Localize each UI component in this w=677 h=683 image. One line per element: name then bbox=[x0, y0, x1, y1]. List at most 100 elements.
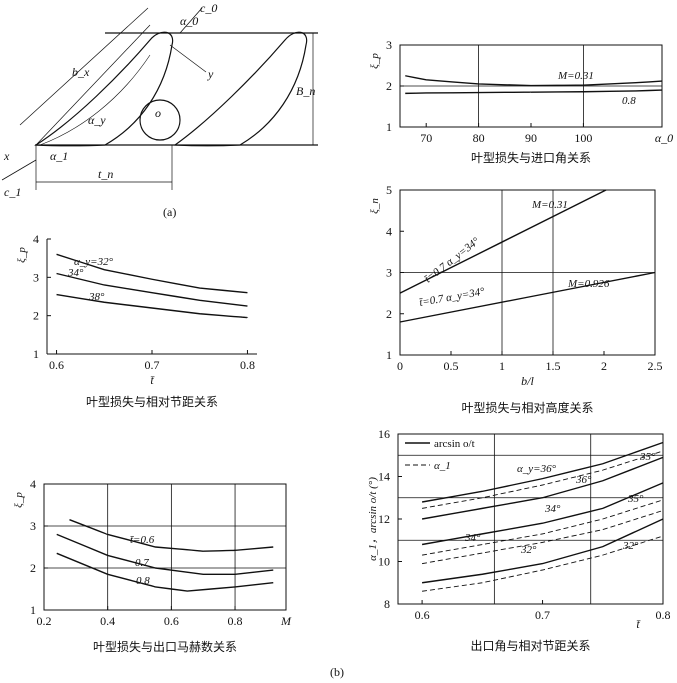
subfigure-a-label: (a) bbox=[163, 205, 176, 219]
legend-label: α_1 bbox=[434, 460, 451, 472]
x-tick-label: 1.5 bbox=[546, 359, 561, 373]
figure-label: (b) bbox=[330, 665, 344, 679]
x-tick-label: 0.8 bbox=[240, 358, 255, 372]
x-tick-label: 0.6 bbox=[49, 358, 64, 372]
y-tick-label: 14 bbox=[378, 470, 390, 484]
y-axis-label: α_1，arcsin o/t (°) bbox=[367, 477, 379, 561]
chart-caption: 叶型损失与相对节距关系 bbox=[86, 394, 218, 409]
y-tick-label: 4 bbox=[30, 477, 36, 491]
label-c1: c_1 bbox=[4, 185, 21, 199]
label-bn: B_n bbox=[296, 84, 315, 98]
chord-line bbox=[35, 24, 151, 146]
x-tick-label: 2 bbox=[601, 359, 607, 373]
label-alpha0: α_0 bbox=[180, 14, 198, 28]
y-tick-label: 1 bbox=[386, 348, 392, 362]
y-tick-label: 2 bbox=[33, 309, 39, 323]
x-tick-label: 0.8 bbox=[228, 614, 243, 628]
series-label: t̄=0.6 bbox=[130, 534, 155, 546]
chart-caption: 叶型损失与出口马赫数关系 bbox=[93, 639, 237, 654]
blade-1-inner bbox=[39, 54, 151, 146]
x-tick-label: 90 bbox=[525, 131, 537, 145]
chart-caption: 叶型损失与相对高度关系 bbox=[461, 400, 593, 415]
x-axis-label: b/l bbox=[521, 374, 534, 388]
x-tick-label: 80 bbox=[473, 131, 485, 145]
series-label: 0.7 bbox=[135, 557, 149, 569]
chart-relative-pitch: 0.6 0.7 0.8 1 2 3 4 t̄ ξ_p 叶型损失与相对节距关系 α_y=32°34° 3… bbox=[16, 232, 257, 409]
y-tick-label: 3 bbox=[33, 270, 39, 284]
series-line bbox=[56, 552, 274, 592]
x-tick-label: 1 bbox=[499, 359, 505, 373]
y-tick-label: 3 bbox=[386, 266, 392, 280]
y-tick-label: 1 bbox=[30, 603, 36, 617]
series-line bbox=[422, 535, 664, 592]
series-line bbox=[422, 499, 664, 556]
series-label: 0.8 bbox=[622, 95, 636, 107]
legend-label: arcsin o/t bbox=[434, 438, 475, 450]
series-label: 32° bbox=[520, 544, 537, 556]
chart-inlet-angle: 70 80 90 100 1 2 3 α_0 ξ_p 叶型损失与进口角关系 M=0.31 0.8 bbox=[369, 38, 673, 165]
series-label: 38° bbox=[88, 291, 105, 303]
series-label: 0.8 bbox=[136, 575, 150, 587]
x-tick-label: 0.6 bbox=[164, 614, 179, 628]
y-tick-label: 2 bbox=[386, 307, 392, 321]
label-bx: b_x bbox=[72, 65, 90, 79]
chart-relative-height: 0 0.5 1 1.5 2 2.5 1 2 3 4 5 b/l ξ_n 叶型损失与相对高度关系 M=0.31… bbox=[369, 183, 663, 415]
series-line bbox=[399, 189, 607, 294]
x-tick-label: 2.5 bbox=[648, 359, 663, 373]
chart-exit-angle: 0.6 0.7 0.8 8 10 12 14 16 t̄ α_1，arcsin o/t (°) 出口… bbox=[367, 427, 671, 653]
y-tick-label: 2 bbox=[30, 561, 36, 575]
bx-dim bbox=[19, 7, 149, 126]
series-label: 34° bbox=[464, 532, 481, 544]
label-alpha1: α_1 bbox=[50, 149, 68, 163]
series-line bbox=[422, 450, 664, 509]
series-line bbox=[56, 272, 248, 307]
cascade-labels: b_x α_y o B_n α_1 t_n c_1 α_0 c_0 y x bbox=[3, 1, 315, 199]
series-line bbox=[421, 518, 664, 584]
series-label: M=0.926 bbox=[567, 278, 610, 290]
series-annotation: t̄=0.7 α_y=34° bbox=[418, 286, 486, 309]
series-line bbox=[56, 533, 274, 575]
x-tick-label: 0.8 bbox=[656, 608, 671, 622]
series-label: 32° bbox=[622, 540, 639, 552]
y-axis-label: ξ_p bbox=[13, 492, 25, 508]
series-label: M=0.31 bbox=[557, 70, 594, 82]
x-tick-label: 0.2 bbox=[37, 614, 52, 628]
y-tick-label: 4 bbox=[33, 232, 39, 246]
x-tick-label: 0.5 bbox=[444, 359, 459, 373]
series-label: 36° bbox=[575, 474, 592, 486]
series-label: 34° bbox=[67, 267, 84, 279]
label-tn: t_n bbox=[98, 167, 113, 181]
x-axis-label: α_0 bbox=[655, 131, 673, 145]
x-tick-label: 70 bbox=[420, 131, 432, 145]
series-line bbox=[399, 271, 656, 323]
y-tick-label: 4 bbox=[386, 224, 392, 238]
series-line bbox=[421, 441, 664, 503]
label-o: o bbox=[155, 106, 161, 120]
blade-1 bbox=[34, 31, 174, 147]
series-line bbox=[421, 456, 664, 520]
label-y: y bbox=[207, 67, 214, 81]
y-tick-label: 3 bbox=[386, 38, 392, 52]
y-tick-label: 1 bbox=[386, 120, 392, 134]
series-line bbox=[56, 253, 248, 294]
x-axis-label: t̄ bbox=[636, 617, 640, 631]
y-tick-label: 5 bbox=[386, 183, 392, 197]
series-line bbox=[405, 75, 663, 87]
x-tick-label: 0.6 bbox=[415, 608, 430, 622]
c0-arrow bbox=[179, 7, 203, 34]
chart-caption: 叶型损失与进口角关系 bbox=[471, 150, 591, 165]
y-tick-label: 16 bbox=[378, 427, 390, 441]
series-line bbox=[69, 519, 274, 552]
y-tick-label: 1 bbox=[33, 347, 39, 361]
series-label: α_y=36° bbox=[517, 463, 557, 475]
series-line bbox=[422, 510, 664, 565]
series-line bbox=[421, 482, 664, 546]
x-tick-label: 0.7 bbox=[535, 608, 550, 622]
y-axis-arrow bbox=[169, 44, 207, 73]
series-label: M=0.31 bbox=[531, 199, 568, 211]
y-tick-label: 8 bbox=[384, 597, 390, 611]
label-x: x bbox=[3, 149, 10, 163]
y-tick-label: 12 bbox=[378, 512, 390, 526]
y-tick-label: 2 bbox=[386, 79, 392, 93]
series-line bbox=[405, 89, 663, 95]
